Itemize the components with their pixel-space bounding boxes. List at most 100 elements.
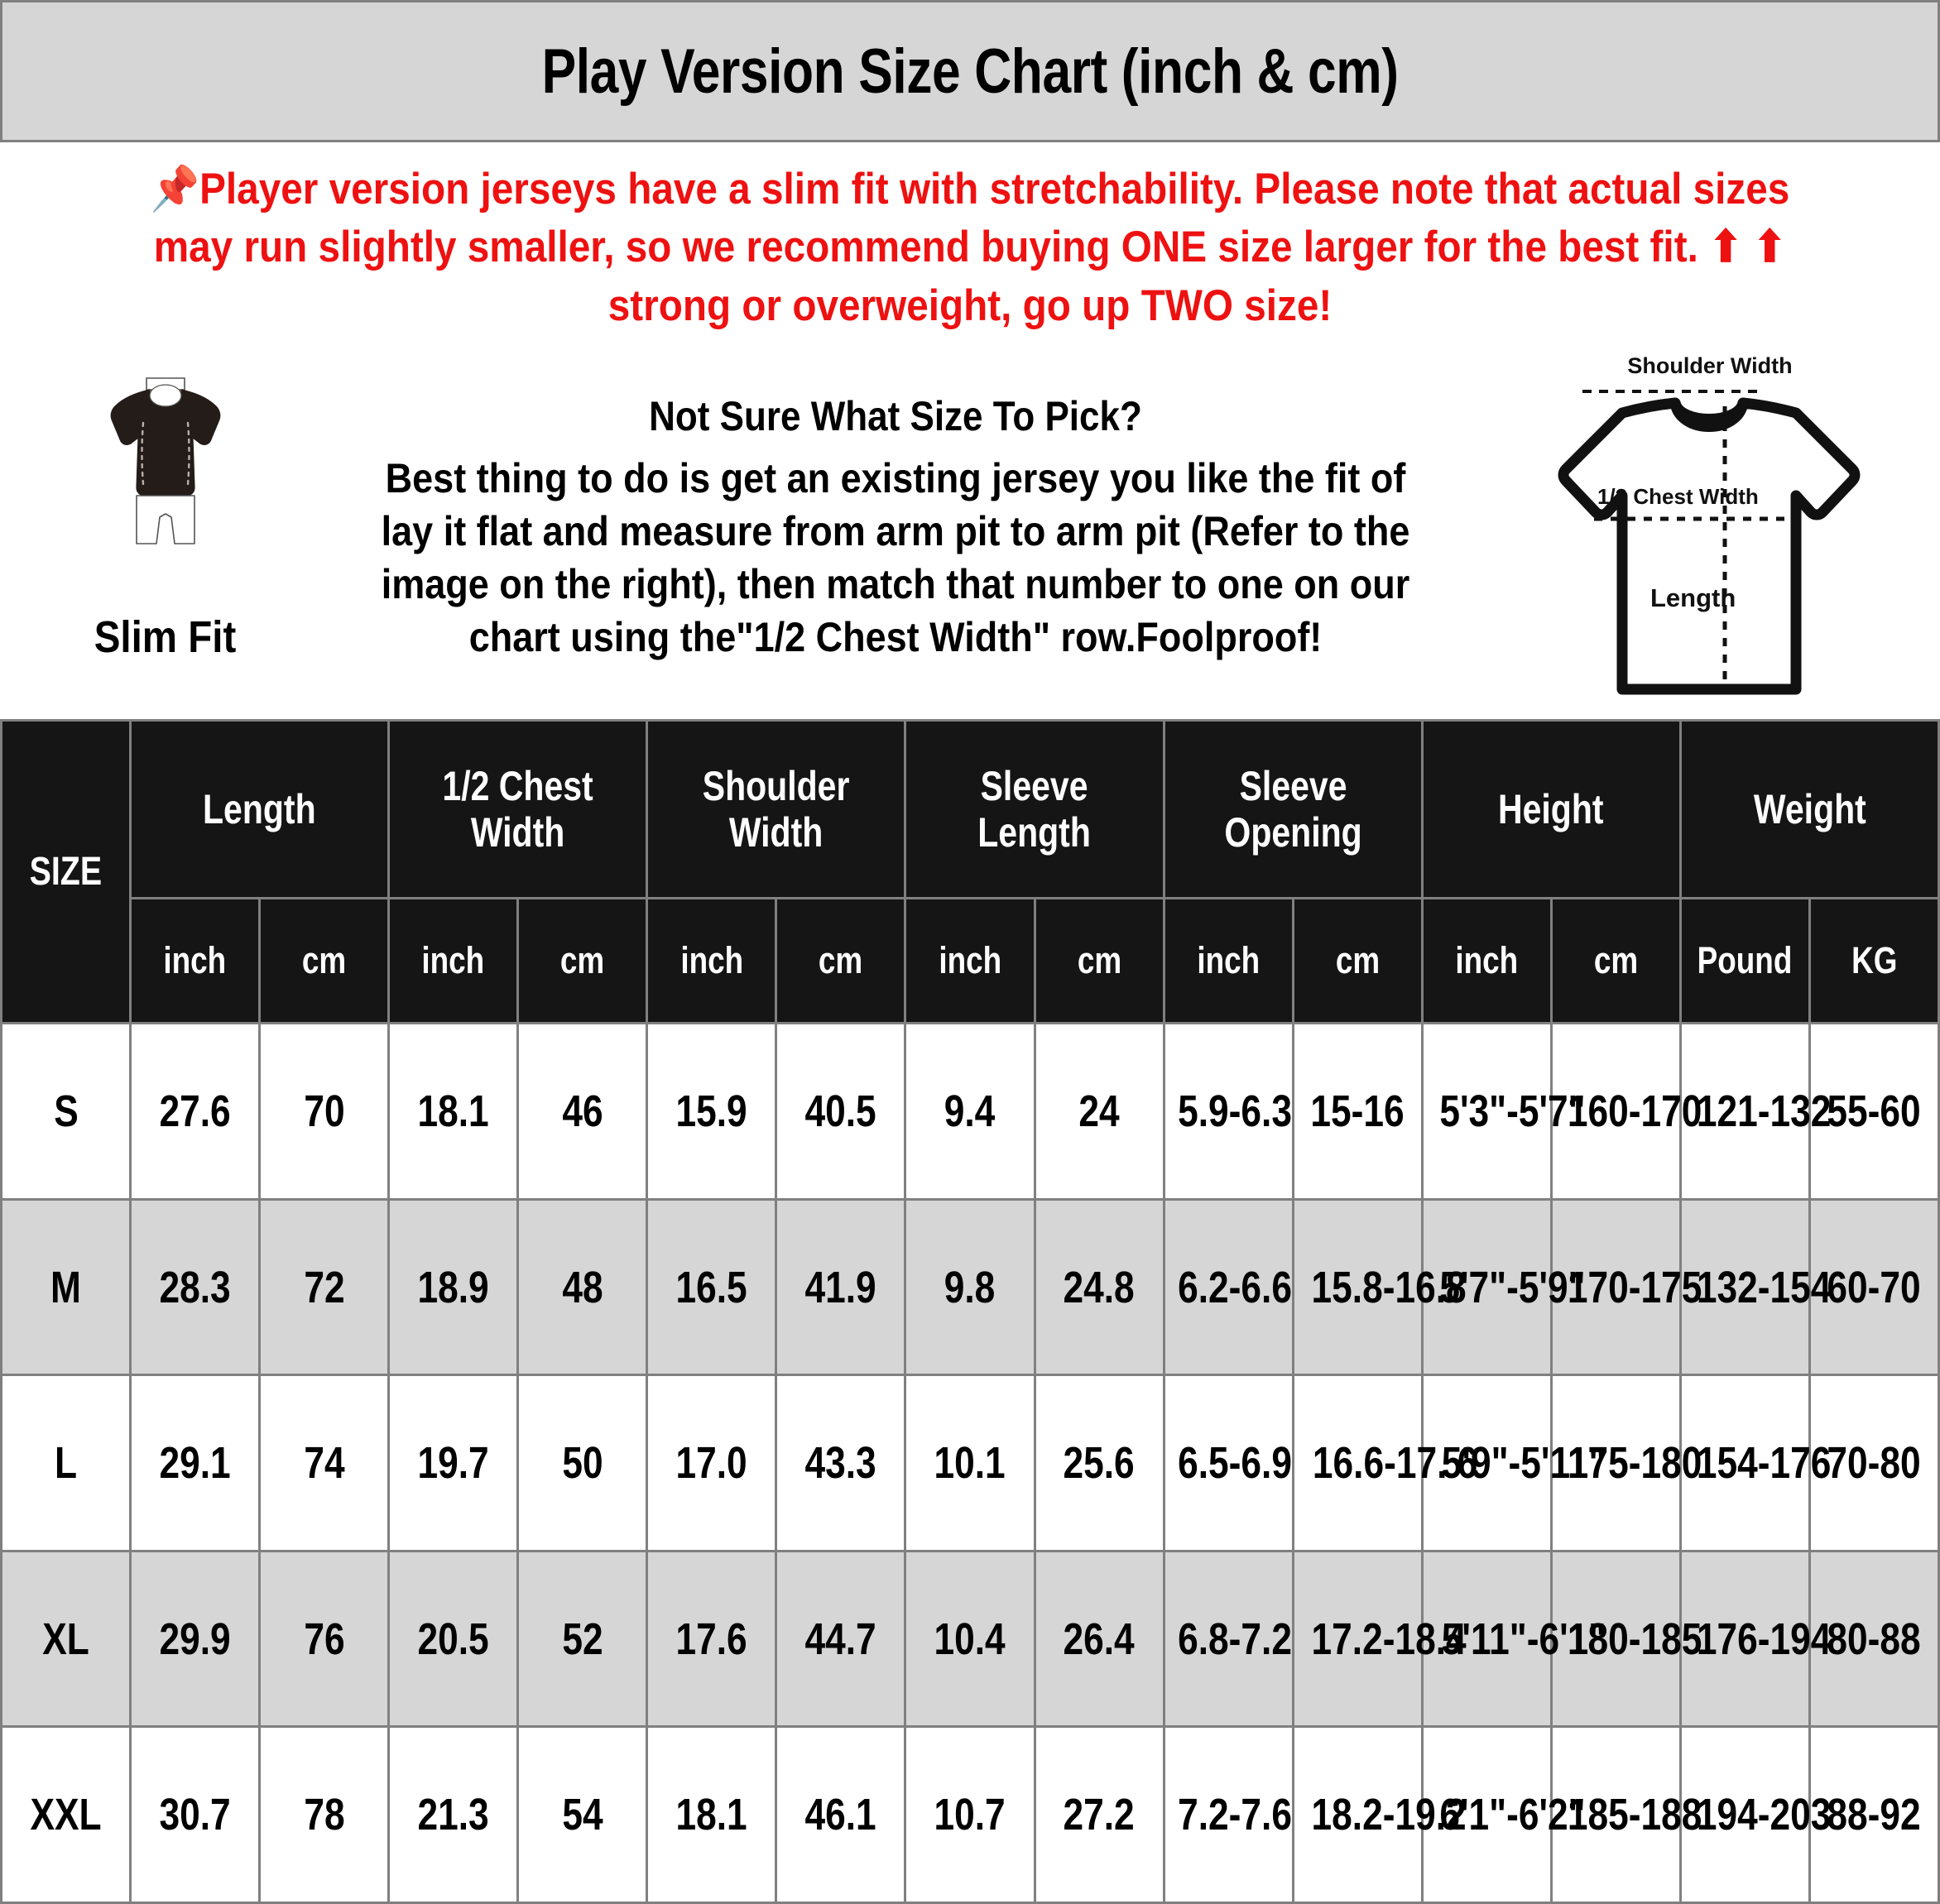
cell-value: 26.4 bbox=[1033, 1549, 1165, 1729]
cell-value: 27.2 bbox=[1033, 1725, 1165, 1904]
cell-value: 15-16 bbox=[1291, 1022, 1424, 1201]
cell-value: 40.5 bbox=[775, 1022, 907, 1201]
table-row: L 29.1 74 19.7 50 17.0 43.3 10.1 25.6 6.5-6.9 16.6… bbox=[0, 1374, 1940, 1552]
cell-value: 176-194 bbox=[1678, 1549, 1831, 1729]
cell-value: 18.1 bbox=[646, 1725, 778, 1904]
cell-size: XL bbox=[0, 1549, 132, 1729]
cell-value: 154-176 bbox=[1678, 1374, 1831, 1552]
cell-value: 194-203 bbox=[1678, 1725, 1831, 1904]
unit-header-sleeve-length-inch: inch bbox=[904, 897, 1036, 1025]
unit-header-chest-inch: inch bbox=[387, 897, 520, 1025]
cell-value: 52 bbox=[516, 1549, 649, 1729]
unit-header-weight-kg: KG bbox=[1808, 897, 1940, 1025]
tshirt-measurement-icon: Shoulder Width 1/2 Chest Width Length bbox=[1558, 353, 1861, 695]
col-header-shoulder-width: Shoulder Width bbox=[646, 719, 907, 900]
fit-notice: 📌Player version jerseys have a slim fit … bbox=[0, 142, 1940, 338]
cell-value: 21.3 bbox=[387, 1725, 520, 1904]
col-header-weight: Weight bbox=[1678, 719, 1940, 900]
table-body: S 27.6 70 18.1 46 15.9 40.5 9.4 24 5.9-6.3 15-16 5'… bbox=[0, 1022, 1940, 1904]
cell-value: 5'9"-5'11" bbox=[1420, 1374, 1606, 1552]
cell-value: 46.1 bbox=[775, 1725, 907, 1904]
unit-header-height-inch: inch bbox=[1420, 897, 1553, 1025]
cell-value: 5.9-6.3 bbox=[1162, 1022, 1294, 1201]
cell-value: 15.9 bbox=[646, 1022, 778, 1201]
cell-value: 28.3 bbox=[129, 1197, 262, 1377]
unit-header-shoulder-inch: inch bbox=[646, 897, 778, 1025]
half-chest-width-label: 1/2 Chest Width bbox=[1597, 484, 1759, 509]
cell-value: 50 bbox=[516, 1374, 649, 1552]
cell-value: 160-170 bbox=[1549, 1022, 1702, 1201]
col-header-sleeve-length: Sleeve Length bbox=[904, 719, 1165, 900]
unit-header-row: inch cm inch cm inch cm inch cm inch cm … bbox=[2, 897, 1940, 1025]
cell-value: 17.6 bbox=[646, 1549, 778, 1729]
cell-value: 170-175 bbox=[1549, 1197, 1702, 1377]
unit-header-sleeve-length-cm: cm bbox=[1033, 897, 1165, 1025]
cell-size: S bbox=[0, 1022, 132, 1201]
unit-header-chest-cm: cm bbox=[516, 897, 649, 1025]
cell-value: 5'3"-5'7" bbox=[1420, 1022, 1585, 1201]
unit-header-sleeve-opening-inch: inch bbox=[1162, 897, 1294, 1025]
cell-value: 55-60 bbox=[1808, 1022, 1940, 1201]
cell-value: 88-92 bbox=[1808, 1725, 1940, 1904]
cell-value: 6.8-7.2 bbox=[1162, 1549, 1294, 1729]
unit-header-shoulder-cm: cm bbox=[775, 897, 907, 1025]
cell-value: 48 bbox=[516, 1197, 649, 1377]
cell-value: 72 bbox=[258, 1197, 391, 1377]
cell-value: 16.5 bbox=[646, 1197, 778, 1377]
cell-value: 30.7 bbox=[129, 1725, 262, 1904]
howto-title: Not Sure What Size To Pick? bbox=[649, 393, 1142, 440]
cell-value: 5'7"-5'9" bbox=[1420, 1197, 1585, 1377]
cell-value: 10.4 bbox=[904, 1549, 1036, 1729]
cell-value: 24 bbox=[1033, 1022, 1165, 1201]
cell-value: 6.5-6.9 bbox=[1162, 1374, 1294, 1552]
slim-fit-block: Slim Fit bbox=[17, 347, 315, 663]
cell-value: 43.3 bbox=[775, 1374, 907, 1552]
col-header-sleeve-opening: Sleeve Opening bbox=[1162, 719, 1424, 900]
cell-value: 54 bbox=[516, 1725, 649, 1904]
cell-value: 6.2-6.6 bbox=[1162, 1197, 1294, 1377]
cell-value: 70-80 bbox=[1808, 1374, 1940, 1552]
col-header-height: Height bbox=[1420, 719, 1682, 900]
cell-value: 60-70 bbox=[1808, 1197, 1940, 1377]
cell-value: 70 bbox=[258, 1022, 391, 1201]
cell-size: XXL bbox=[0, 1725, 132, 1904]
cell-size: M bbox=[0, 1197, 132, 1377]
cell-value: 175-180 bbox=[1549, 1374, 1702, 1552]
cell-value: 7.2-7.6 bbox=[1162, 1725, 1294, 1904]
chart-title-bar: Play Version Size Chart (inch & cm) bbox=[0, 0, 1940, 142]
table-header: SIZE Length 1/2 Chest Width Shoulder Wid… bbox=[0, 719, 1940, 1025]
cell-value: 27.6 bbox=[129, 1022, 262, 1201]
table-row: M 28.3 72 18.9 48 16.5 41.9 9.8 24.8 6.2-6.6 15.8-… bbox=[0, 1197, 1940, 1377]
howto-body: Best thing to do is get an existing jers… bbox=[381, 455, 1410, 661]
col-header-length: Length bbox=[129, 719, 391, 900]
length-label: Length bbox=[1650, 583, 1736, 612]
cell-value: 24.8 bbox=[1033, 1197, 1165, 1377]
cell-value: 19.7 bbox=[387, 1374, 520, 1552]
cell-value: 80-88 bbox=[1808, 1549, 1940, 1729]
cell-value: 10.7 bbox=[904, 1725, 1036, 1904]
howto-block: Not Sure What Size To Pick? Best thing t… bbox=[315, 347, 1493, 664]
pushpin-icon: 📌 bbox=[150, 165, 200, 213]
cell-value: 25.6 bbox=[1033, 1374, 1165, 1552]
unit-header-length-cm: cm bbox=[258, 897, 391, 1025]
info-section: Slim Fit Not Sure What Size To Pick? Bes… bbox=[0, 338, 1940, 719]
unit-header-weight-pound: Pound bbox=[1678, 897, 1811, 1025]
shoulder-width-label: Shoulder Width bbox=[1627, 353, 1792, 378]
cell-value: 121-132 bbox=[1678, 1022, 1831, 1201]
cell-value: 17.0 bbox=[646, 1374, 778, 1552]
cell-value: 9.4 bbox=[904, 1022, 1036, 1201]
cell-value: 185-188 bbox=[1549, 1725, 1702, 1904]
table-row: XL 29.9 76 20.5 52 17.6 44.7 10.4 26.4 6.8-7.2 17.… bbox=[0, 1549, 1940, 1729]
jersey-mannequin-icon bbox=[110, 377, 221, 545]
cell-value: 9.8 bbox=[904, 1197, 1036, 1377]
table-row: S 27.6 70 18.1 46 15.9 40.5 9.4 24 5.9-6.3 15-16 5'… bbox=[0, 1022, 1940, 1201]
slim-fit-label: Slim Fit bbox=[94, 612, 237, 663]
cell-value: 18.9 bbox=[387, 1197, 520, 1377]
unit-header-height-cm: cm bbox=[1549, 897, 1682, 1025]
col-header-size: SIZE bbox=[0, 719, 132, 1025]
size-chart-table: SIZE Length 1/2 Chest Width Shoulder Wid… bbox=[0, 719, 1940, 1904]
unit-header-sleeve-opening-cm: cm bbox=[1291, 897, 1424, 1025]
cell-value: 29.9 bbox=[129, 1549, 262, 1729]
cell-value: 17.2-18.4 bbox=[1291, 1549, 1466, 1729]
